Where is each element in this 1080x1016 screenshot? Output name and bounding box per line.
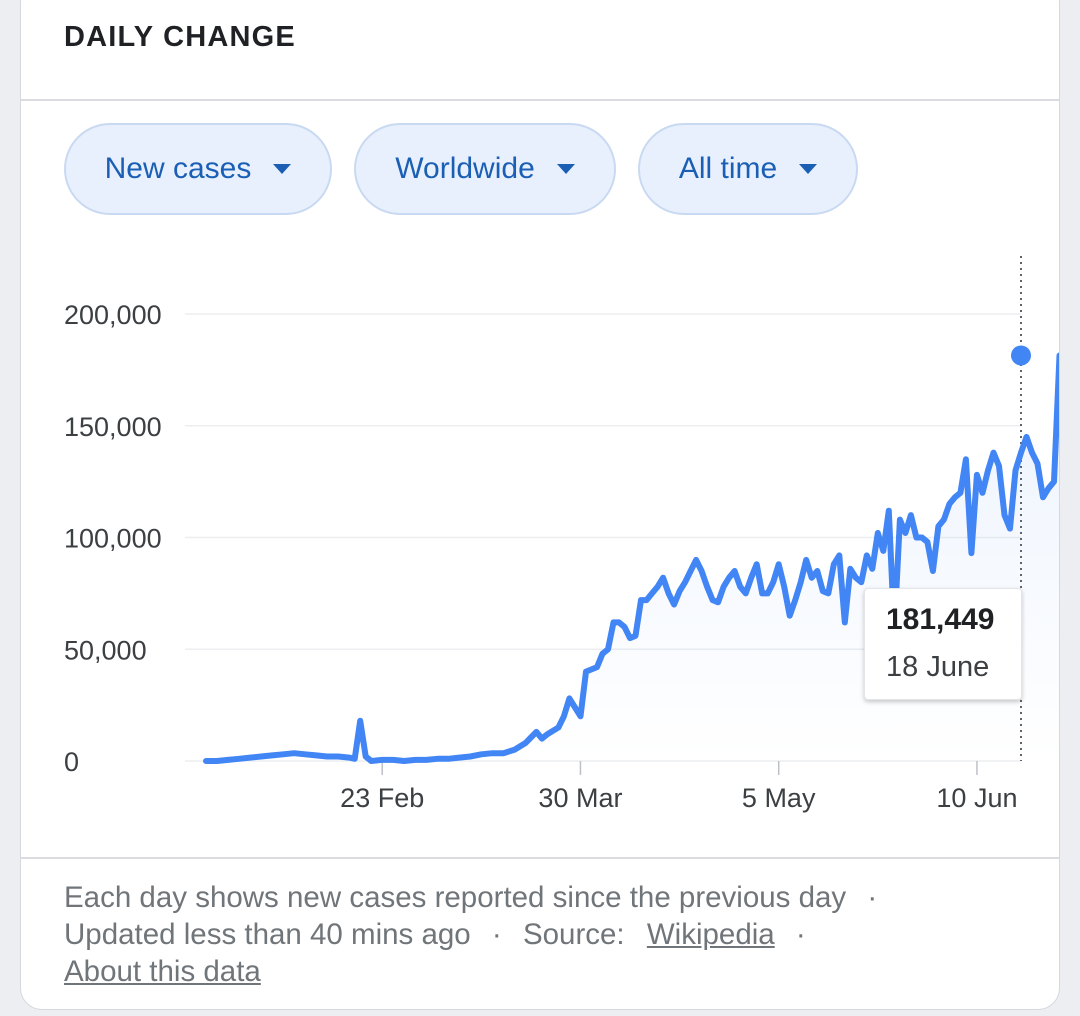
series-line bbox=[203, 352, 1059, 764]
y-grid: 0 50,000 100,000 150,000 200,000 bbox=[64, 300, 1021, 777]
x-tick-label: 10 Jun bbox=[936, 783, 1017, 813]
daily-change-card: DAILY CHANGE New cases Worldwide All tim… bbox=[20, 0, 1060, 1010]
separator-dot: · bbox=[491, 918, 502, 951]
footer-notes: Each day shows new cases reported since … bbox=[64, 879, 1024, 990]
y-tick-label: 200,000 bbox=[64, 300, 162, 330]
tooltip-date: 18 June bbox=[886, 651, 990, 683]
x-tick-label: 30 Mar bbox=[538, 783, 622, 813]
separator-dot: · bbox=[867, 881, 878, 914]
highlight-point bbox=[1011, 345, 1031, 366]
x-tick-label: 5 May bbox=[742, 783, 816, 813]
source-link[interactable]: Wikipedia bbox=[646, 918, 775, 951]
value-tooltip: 181,449 18 June bbox=[864, 588, 1022, 700]
header-divider bbox=[21, 99, 1059, 101]
caret-down-icon bbox=[273, 164, 292, 174]
time-range-dropdown-label: All time bbox=[678, 152, 778, 185]
about-data-link[interactable]: About this data bbox=[64, 955, 261, 988]
caret-down-icon bbox=[556, 164, 575, 174]
x-axis: 23 Feb 30 Mar 5 May 10 Jun bbox=[340, 761, 1017, 813]
updated-text: Updated less than 40 mins ago bbox=[64, 918, 471, 951]
y-tick-label: 150,000 bbox=[64, 412, 162, 442]
footer-divider bbox=[21, 857, 1059, 859]
line-chart[interactable]: 0 50,000 100,000 150,000 200,000 23 Feb 30 Ma… bbox=[21, 0, 1060, 861]
region-dropdown-label: Worldwide bbox=[395, 152, 535, 185]
y-tick-label: 0 bbox=[64, 747, 79, 777]
x-tick-label: 23 Feb bbox=[340, 783, 424, 813]
region-dropdown[interactable]: Worldwide bbox=[354, 123, 616, 215]
separator-dot: · bbox=[795, 918, 806, 951]
y-tick-label: 100,000 bbox=[64, 524, 162, 554]
footer-description: Each day shows new cases reported since … bbox=[64, 881, 847, 914]
metric-dropdown-label: New cases bbox=[104, 152, 252, 185]
series-area bbox=[206, 366, 1059, 761]
source-label: Source: bbox=[522, 918, 625, 951]
metric-dropdown[interactable]: New cases bbox=[64, 123, 332, 215]
y-tick-label: 50,000 bbox=[64, 635, 147, 665]
tooltip-value: 181,449 bbox=[886, 603, 995, 636]
caret-down-icon bbox=[799, 164, 818, 174]
time-range-dropdown[interactable]: All time bbox=[638, 123, 858, 215]
card-title: DAILY CHANGE bbox=[64, 21, 296, 53]
